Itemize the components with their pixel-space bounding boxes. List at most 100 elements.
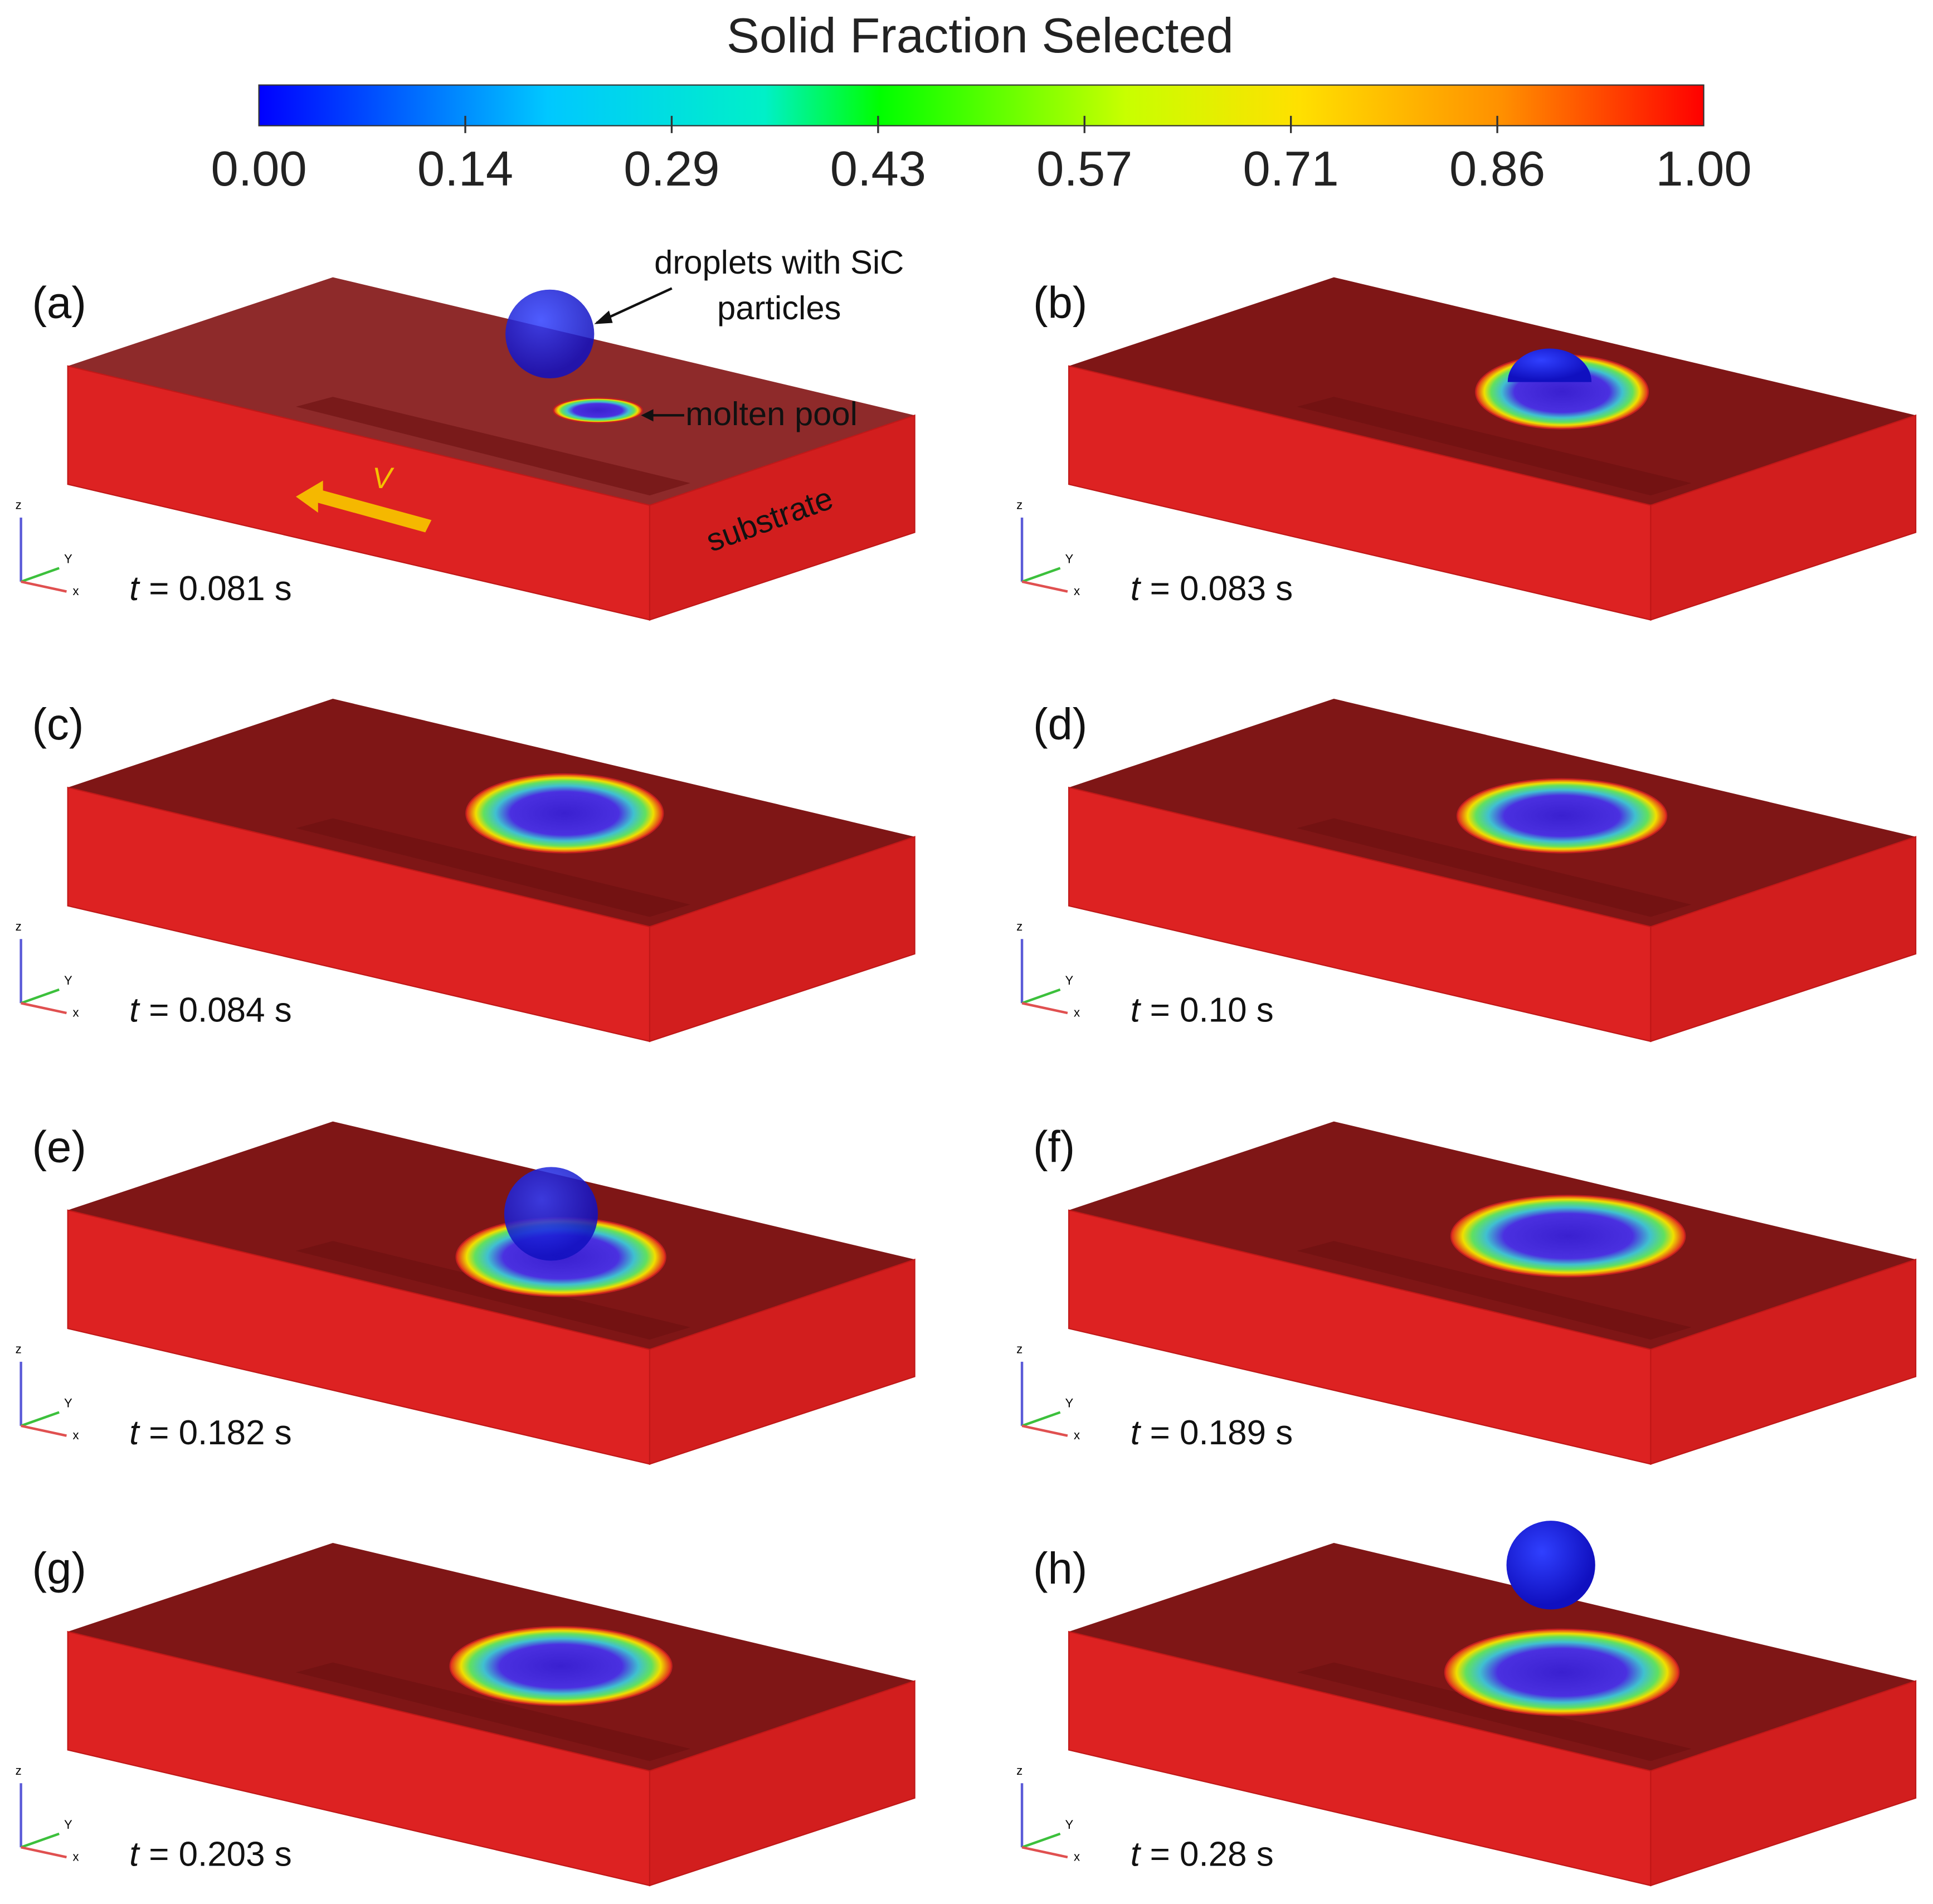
axis-y-label: Y xyxy=(64,552,72,566)
annotation: V xyxy=(372,462,395,495)
arrow-head xyxy=(641,409,654,422)
time-label: t = 0.084 s xyxy=(129,991,291,1029)
axis-z-label: z xyxy=(16,1342,22,1356)
axis-y-label: Y xyxy=(1065,973,1073,987)
substrate-top xyxy=(67,277,915,505)
panel: z Yx (g) t = 0.203 s xyxy=(16,1542,916,1887)
panel-label: (g) xyxy=(32,1543,86,1593)
axis-x xyxy=(21,1002,67,1015)
panel-label: (a) xyxy=(32,278,86,328)
substrate-side xyxy=(1650,1680,1917,1887)
time-symbol: t xyxy=(1131,569,1142,608)
axis-x-label: x xyxy=(1074,1428,1080,1442)
molten-pool xyxy=(449,1626,673,1707)
time-value: = 0.081 s xyxy=(149,569,292,608)
time-symbol: t xyxy=(129,991,140,1029)
axis-y xyxy=(1021,1411,1061,1427)
molten-pool xyxy=(553,397,643,423)
axis-y-label: Y xyxy=(64,1818,72,1832)
velocity-arrow xyxy=(295,480,432,533)
time-value: = 0.10 s xyxy=(1150,991,1274,1029)
molten-pool xyxy=(465,773,664,854)
arrow-head xyxy=(594,310,613,324)
axis-x xyxy=(1021,580,1068,593)
axis-z-label: z xyxy=(16,1764,22,1778)
time-value: = 0.084 s xyxy=(149,991,292,1029)
time-label: t = 0.28 s xyxy=(1131,1835,1274,1873)
colorbar-tick-label: 0.29 xyxy=(624,141,719,196)
molten-pool xyxy=(1444,1628,1680,1716)
time-symbol: t xyxy=(129,569,140,608)
substrate-side xyxy=(1650,414,1917,621)
time-label: t = 0.189 s xyxy=(1131,1414,1293,1452)
axis-x xyxy=(21,1846,67,1859)
colorbar-tick-label: 0.71 xyxy=(1243,141,1339,196)
axis-y xyxy=(20,1832,60,1849)
colorbar-tick-label: 1.00 xyxy=(1656,141,1751,196)
axis-y-label: Y xyxy=(64,1396,72,1410)
substrate-side xyxy=(649,836,916,1043)
axis-x xyxy=(1021,1424,1068,1437)
time-label: t = 0.10 s xyxy=(1131,991,1274,1029)
axis-x-label: x xyxy=(73,1428,79,1442)
axis-y xyxy=(20,567,60,583)
colorbar-title: Solid Fraction Selected xyxy=(727,8,1234,63)
annotation: molten pool xyxy=(685,395,858,432)
substrate-inner-shade xyxy=(1297,397,1692,496)
molten-pool xyxy=(1450,1195,1686,1278)
time-label: t = 0.081 s xyxy=(129,569,291,608)
axis-x-label: x xyxy=(73,1006,79,1020)
panel-label: (h) xyxy=(1033,1543,1087,1593)
axis-y xyxy=(1021,567,1061,583)
substrate-inner-shade xyxy=(295,1241,690,1340)
axis-x xyxy=(21,1424,67,1437)
panel: z Yx (h) t = 0.28 s xyxy=(1016,1521,1917,1887)
colorbar-tick-label: 0.14 xyxy=(417,141,513,196)
time-label: t = 0.203 s xyxy=(129,1835,291,1873)
substrate-side xyxy=(649,1258,916,1465)
axis-y-label: Y xyxy=(64,973,72,987)
panel: z Yx (c) t = 0.084 s xyxy=(16,699,916,1043)
axis-x xyxy=(21,580,67,593)
droplet xyxy=(504,1167,598,1261)
colorbar-tick-label: 0.00 xyxy=(211,141,306,196)
panel: z Yx (d) t = 0.10 s xyxy=(1016,699,1917,1043)
substrate-side xyxy=(649,414,916,621)
axis-y xyxy=(20,988,60,1005)
panel-label: (b) xyxy=(1033,278,1087,328)
axis-z-label: z xyxy=(1016,498,1023,512)
axis-x-label: x xyxy=(73,1850,79,1864)
substrate-inner-shade xyxy=(295,818,690,917)
time-label: t = 0.083 s xyxy=(1131,569,1293,608)
time-value: = 0.083 s xyxy=(1150,569,1293,608)
molten-pool xyxy=(1456,778,1668,854)
colorbar xyxy=(258,84,1705,126)
axis-y xyxy=(1021,988,1061,1005)
axis-x xyxy=(1021,1002,1068,1015)
time-value: = 0.28 s xyxy=(1150,1835,1274,1873)
time-value: = 0.182 s xyxy=(149,1414,292,1452)
droplet xyxy=(1506,1521,1595,1610)
axis-y xyxy=(1021,1832,1061,1849)
axis-z-label: z xyxy=(1016,1764,1023,1778)
axis-z-label: z xyxy=(16,498,22,512)
axis-z-label: z xyxy=(1016,919,1023,933)
time-label: t = 0.182 s xyxy=(129,1414,291,1452)
time-value: = 0.189 s xyxy=(1150,1414,1293,1452)
time-symbol: t xyxy=(129,1835,140,1873)
panel: z Yx (f) t = 0.189 s xyxy=(1016,1121,1917,1465)
time-symbol: t xyxy=(1131,991,1142,1029)
panel: z Yx (b) t = 0.083 s xyxy=(1016,277,1917,621)
substrate-inner-shade xyxy=(295,1662,690,1761)
substrate-side xyxy=(649,1680,916,1887)
colorbar-tick-label: 0.57 xyxy=(1036,141,1132,196)
axis-x-label: x xyxy=(1074,1006,1080,1020)
panel: z Yx (a) t = 0.081 s droplets with SiC particl… xyxy=(16,244,916,621)
axis-y-label: Y xyxy=(1065,1396,1073,1410)
panel: z Yx (e) t = 0.182 s xyxy=(16,1121,916,1465)
time-symbol: t xyxy=(129,1414,140,1452)
axis-x xyxy=(1021,1846,1068,1859)
axis-y-label: Y xyxy=(1065,1818,1073,1832)
axis-y-label: Y xyxy=(1065,552,1073,566)
